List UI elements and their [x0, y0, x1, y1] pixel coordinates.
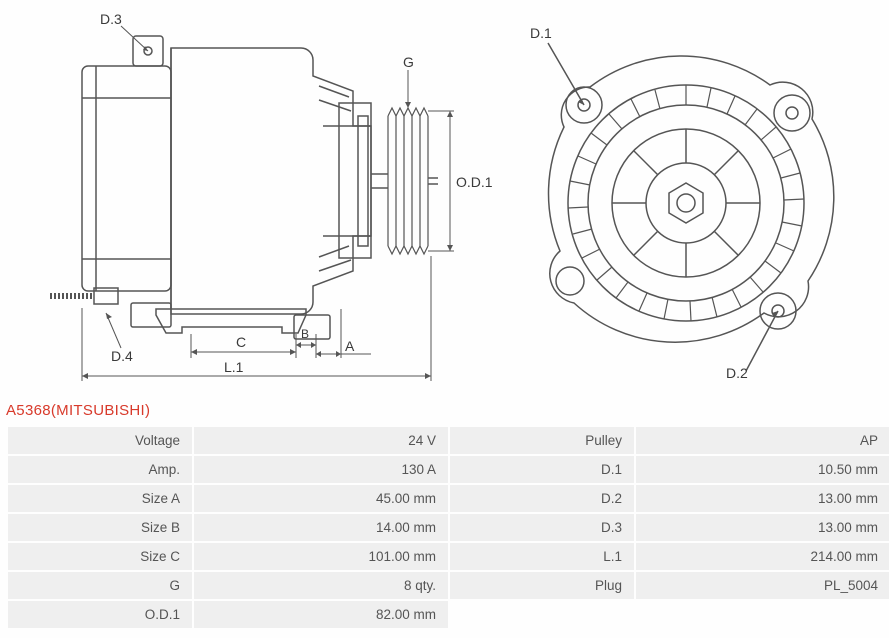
spec-key: Size B: [8, 514, 192, 541]
callout-d4: D.4: [111, 348, 133, 364]
front-view-svg: [516, 13, 856, 383]
spec-value: AP: [636, 427, 889, 454]
spec-value: 13.00 mm: [636, 485, 889, 512]
spec-value: 8 qty.: [194, 572, 448, 599]
spec-key: D.2: [450, 485, 634, 512]
side-view-svg: [36, 8, 486, 388]
spec-key: Size A: [8, 485, 192, 512]
spec-key: D.3: [450, 514, 634, 541]
callout-b: B: [301, 327, 309, 341]
spec-value: 214.00 mm: [636, 543, 889, 570]
drawings-row: D.3 G O.D.1 D.4 C B A L.1: [6, 8, 883, 398]
spec-key: Pulley: [450, 427, 634, 454]
table-row: Size C101.00 mmL.1214.00 mm: [8, 543, 889, 570]
spec-key: Size C: [8, 543, 192, 570]
spec-key: Plug: [450, 572, 634, 599]
part-title: A5368(MITSUBISHI): [6, 398, 883, 425]
spec-value: [636, 601, 889, 628]
table-row: Size B14.00 mmD.313.00 mm: [8, 514, 889, 541]
callout-od1: O.D.1: [456, 174, 493, 190]
table-row: Voltage24 VPulleyAP: [8, 427, 889, 454]
spec-key: Amp.: [8, 456, 192, 483]
spec-value: PL_5004: [636, 572, 889, 599]
spec-value: 101.00 mm: [194, 543, 448, 570]
callout-d2: D.2: [726, 365, 748, 381]
callout-a: A: [345, 338, 354, 354]
table-row: Amp.130 AD.110.50 mm: [8, 456, 889, 483]
callout-c: C: [236, 334, 246, 350]
spec-table: Voltage24 VPulleyAPAmp.130 AD.110.50 mmS…: [6, 425, 889, 630]
side-view-panel: D.3 G O.D.1 D.4 C B A L.1: [36, 8, 486, 388]
callout-d1: D.1: [530, 25, 552, 41]
table-row: O.D.182.00 mm: [8, 601, 889, 628]
spec-key: L.1: [450, 543, 634, 570]
spec-key: D.1: [450, 456, 634, 483]
spec-value: 130 A: [194, 456, 448, 483]
callout-g: G: [403, 54, 414, 70]
spec-key: G: [8, 572, 192, 599]
spec-key: O.D.1: [8, 601, 192, 628]
spec-key: [450, 601, 634, 628]
spec-value: 24 V: [194, 427, 448, 454]
callout-d3: D.3: [100, 11, 122, 27]
spec-value: 13.00 mm: [636, 514, 889, 541]
table-row: Size A45.00 mmD.213.00 mm: [8, 485, 889, 512]
spec-value: 45.00 mm: [194, 485, 448, 512]
table-row: G8 qty.PlugPL_5004: [8, 572, 889, 599]
callout-l1: L.1: [224, 359, 243, 375]
spec-value: 10.50 mm: [636, 456, 889, 483]
spec-value: 14.00 mm: [194, 514, 448, 541]
spec-value: 82.00 mm: [194, 601, 448, 628]
spec-key: Voltage: [8, 427, 192, 454]
front-view-panel: D.1 D.2: [516, 13, 856, 383]
